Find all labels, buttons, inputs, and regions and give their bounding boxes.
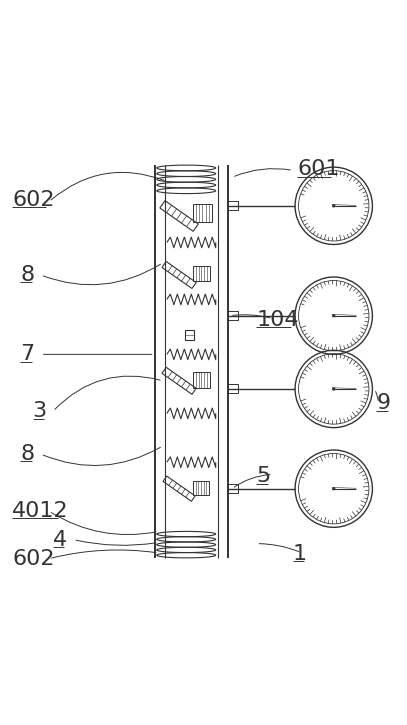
Bar [193,265,210,281]
Bar [228,384,238,394]
Bar [228,311,238,320]
Text: 3: 3 [33,402,47,421]
Circle shape [333,204,335,207]
Bar [228,202,238,210]
Circle shape [333,487,335,490]
Bar [193,481,209,494]
Text: 104: 104 [256,310,299,330]
Bar [193,204,212,222]
Text: 602: 602 [12,549,55,568]
Bar [228,484,238,493]
Text: 602: 602 [12,190,55,210]
Text: 4: 4 [53,529,67,550]
Text: 8: 8 [20,265,35,285]
Text: 4012: 4012 [12,501,69,521]
Text: 7: 7 [20,344,35,365]
Text: 5: 5 [256,466,271,486]
Circle shape [333,315,335,317]
Bar [185,330,194,340]
Text: 601: 601 [297,160,339,179]
Circle shape [333,388,335,390]
Text: 8: 8 [20,444,35,464]
Bar [193,372,210,388]
Text: 9: 9 [376,393,391,413]
Text: 1: 1 [293,544,307,564]
